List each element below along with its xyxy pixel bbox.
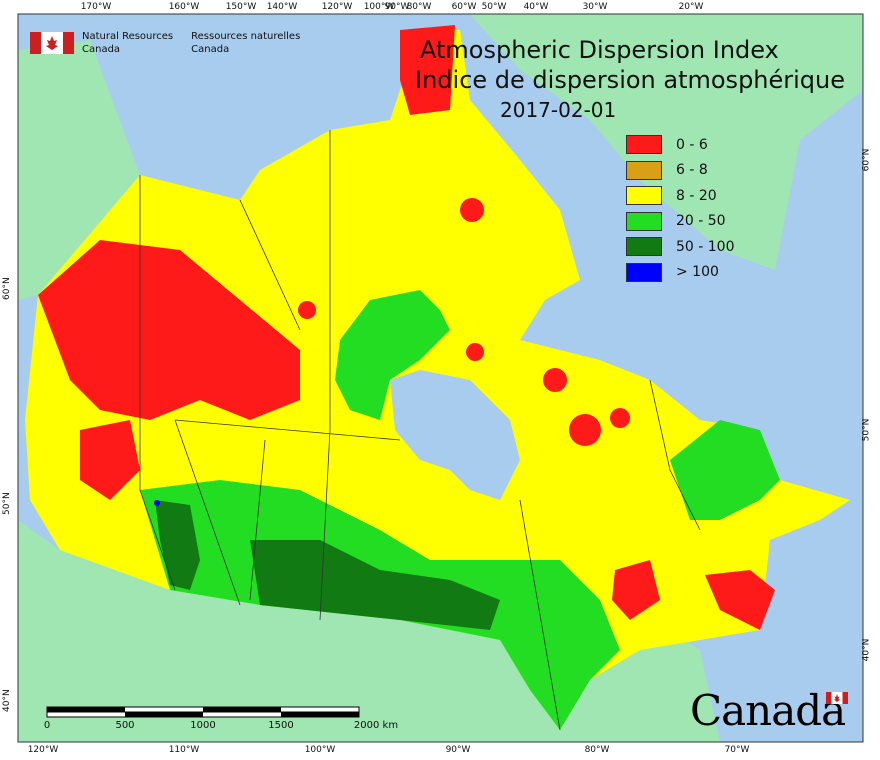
- agency-name-fr: Ressources naturelles Canada: [191, 30, 300, 56]
- axis-right-label: 60°N: [861, 148, 872, 172]
- axis-left-label: 40°N: [2, 689, 12, 712]
- legend-item: 50 - 100: [626, 234, 735, 260]
- canada-flag-icon: [30, 32, 74, 54]
- greenland-land: [470, 14, 863, 270]
- legend-swatch: [626, 211, 662, 231]
- legend-label: 20 - 50: [676, 213, 726, 230]
- axis-top-label: 150°W: [225, 2, 257, 12]
- axis-top-label: 170°W: [80, 2, 112, 12]
- axis-top-label: 160°W: [168, 2, 200, 12]
- agency-name-fr-line1: Ressources naturelles: [191, 31, 301, 42]
- agency-signature: Natural Resources Canada Ressources natu…: [30, 30, 318, 56]
- legend-swatch: [626, 186, 662, 206]
- axis-bottom-label: 120°W: [27, 745, 59, 755]
- axis-bottom-label: 100°W: [304, 745, 336, 755]
- hudson-bay: [390, 370, 520, 500]
- darkgreen-zone-prairies: [250, 540, 500, 630]
- legend-swatch: [626, 135, 662, 155]
- legend-label: 50 - 100: [676, 238, 735, 255]
- blue-spot: [154, 500, 160, 506]
- map-title-en: Atmospheric Dispersion Index: [420, 36, 779, 64]
- axis-right-label: 50°N: [861, 418, 872, 442]
- red-spot-2: [569, 414, 601, 446]
- red-zone-northwest: [38, 240, 300, 420]
- legend-label: 6 - 8: [676, 162, 708, 179]
- scale-tick-label: 2000 km: [353, 720, 399, 731]
- green-zone-labrador: [670, 420, 780, 520]
- axis-top-label: 90°W: [384, 2, 410, 12]
- alaska-land: [18, 40, 140, 300]
- green-zone-nunavut: [335, 290, 450, 420]
- legend: 0 - 6 6 - 8 8 - 20 20 - 50 50 - 100 > 10…: [626, 132, 735, 285]
- axis-top-label: 50°W: [481, 2, 507, 12]
- legend-label: 8 - 20: [676, 187, 717, 204]
- axis-top-label: 60°W: [451, 2, 477, 12]
- legend-label: > 100: [676, 264, 719, 281]
- axis-top-label: 30°W: [582, 2, 608, 12]
- legend-item: 6 - 8: [626, 158, 735, 184]
- legend-item: 8 - 20: [626, 183, 735, 209]
- scale-tick-label: 1500: [268, 720, 294, 731]
- scale-bar: 0 500 1000 1500 2000 km: [44, 704, 398, 731]
- red-spot-5: [298, 301, 316, 319]
- axis-bottom-label: 80°W: [584, 745, 610, 755]
- agency-name-fr-line2: Canada: [191, 44, 230, 55]
- scale-tick-label: 1000: [190, 720, 216, 731]
- axis-bottom-label: 110°W: [168, 745, 200, 755]
- red-zone-ellesmere: [400, 25, 455, 115]
- red-zone-bc: [80, 420, 140, 500]
- axis-left-label: 60°N: [2, 277, 12, 300]
- scale-tick-label: 0: [43, 720, 51, 731]
- red-spot-1: [543, 368, 567, 392]
- red-zone-maritimes: [705, 570, 775, 630]
- axis-top-label: 40°W: [523, 2, 549, 12]
- map-date: 2017-02-01: [500, 98, 617, 122]
- red-spot-3: [610, 408, 630, 428]
- scale-tick-label: 500: [115, 720, 135, 731]
- red-spot-4: [460, 198, 484, 222]
- scale-bar-graphic: [46, 706, 360, 718]
- axis-top-label: 100°W: [363, 2, 395, 12]
- legend-item: 20 - 50: [626, 209, 735, 235]
- map-border: [17, 13, 864, 743]
- wordmark-flag-icon: [826, 692, 848, 704]
- legend-label: 0 - 6: [676, 136, 708, 153]
- darkgreen-zone-bc: [155, 500, 200, 590]
- agency-name-en-line1: Natural Resources: [82, 31, 174, 42]
- axis-top-label: 20°W: [678, 2, 704, 12]
- red-zone-quebec: [612, 560, 660, 620]
- legend-item: > 100: [626, 260, 735, 286]
- axis-top-label: 140°W: [266, 2, 298, 12]
- axis-left-label: 50°N: [2, 492, 12, 515]
- axis-top-label: 80°W: [406, 2, 432, 12]
- agency-name-en: Natural Resources Canada: [82, 30, 173, 56]
- legend-swatch: [626, 237, 662, 257]
- red-spot-6: [466, 343, 484, 361]
- legend-swatch: [626, 160, 662, 180]
- province-boundaries: [139, 130, 701, 731]
- legend-swatch: [626, 262, 662, 282]
- axis-bottom-label: 90°W: [445, 745, 471, 755]
- axis-bottom-label: 70°W: [724, 745, 750, 755]
- legend-item: 0 - 6: [626, 132, 735, 158]
- axis-top-label: 120°W: [321, 2, 353, 12]
- map-title-fr: Indice de dispersion atmosphérique: [415, 66, 846, 94]
- canada-wordmark: Canada: [690, 686, 846, 735]
- agency-name-en-line2: Canada: [82, 44, 121, 55]
- axis-right-label: 40°N: [861, 638, 872, 662]
